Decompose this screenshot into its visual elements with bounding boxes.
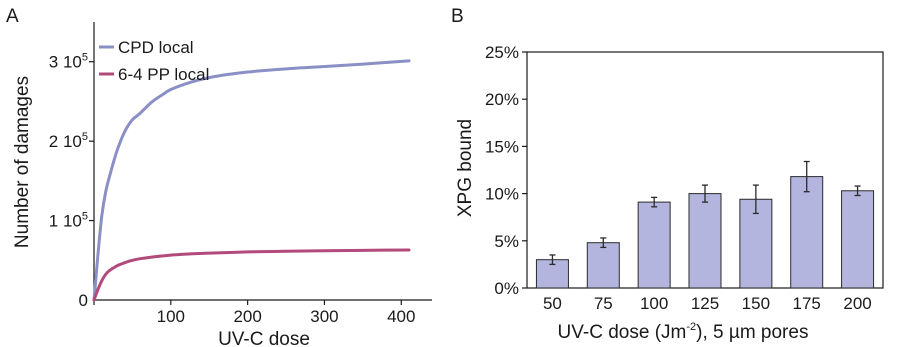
panel-a-series <box>92 59 411 302</box>
panel-b-bar <box>637 201 671 289</box>
panel-a-y-tick-label: 2 105 <box>49 131 88 151</box>
panel-b-bar <box>790 176 824 289</box>
panel-b-x-tick-label: 150 <box>742 294 770 313</box>
panel-a-y-tick-label: 1 105 <box>49 211 88 231</box>
panel-b-x-tick-label: 75 <box>594 294 613 313</box>
panel-a-y-tick-mantissa: 3 10 <box>49 53 82 72</box>
panel-b-x-tick-label: 200 <box>843 294 871 313</box>
panel-a-y-tick-exponent: 5 <box>82 131 88 143</box>
panel-a-x-tick-label: 100 <box>157 307 185 326</box>
panel-b-x-tick-label: 125 <box>691 294 719 313</box>
panel-b-bar <box>586 242 620 289</box>
panel-b-x-axis-title-sup: -2 <box>686 321 696 333</box>
panel-a-y-tick-exponent: 5 <box>82 211 88 223</box>
panel-a-y-tick-label: 3 105 <box>49 52 88 72</box>
panel-b-bar <box>688 193 722 289</box>
panel-a-series-line <box>92 59 411 302</box>
panel-a-series-line <box>92 248 411 302</box>
panel-b-y-axis-title: XPG bound <box>455 119 476 217</box>
panel-a-y-axis-title: Number of damages <box>12 76 33 248</box>
panel-b-y-tick-label: 10% <box>485 185 519 204</box>
panel-b-y-tick-label: 15% <box>485 137 519 156</box>
panel-a-legend: CPD local 6-4 PP local <box>99 38 209 84</box>
panel-b-x-tick-label: 100 <box>640 294 668 313</box>
panel-b-x-tick-label: 175 <box>793 294 821 313</box>
panel-b-y-tick-label: 20% <box>485 90 519 109</box>
panel-b-bar <box>841 190 875 289</box>
panel-a-x-tick-label: 200 <box>233 307 261 326</box>
panel-a-legend-label: 6-4 PP local <box>118 65 209 84</box>
panel-b-bars: 50 75 100 125 150 175 200 <box>535 160 875 313</box>
panel-a-y-tick-exponent: 5 <box>82 52 88 64</box>
panel-a-y-tick-mantissa: 2 10 <box>49 132 82 151</box>
panel-b-x-axis-title-main: UV-C dose (Jm <box>558 322 687 343</box>
panel-b-letter: B <box>451 6 464 27</box>
panel-a-letter: A <box>6 6 19 27</box>
panel-a-y-tick-mantissa: 1 10 <box>49 212 82 231</box>
panel-b-x-axis-title: UV-C dose (Jm-2), 5 µm pores <box>558 321 809 343</box>
panel-b-y-tick-label: 5% <box>494 232 519 251</box>
panel-b-x-tick-label: 50 <box>543 294 562 313</box>
panel-a-legend-label: CPD local <box>118 38 194 57</box>
panel-a-x-tick-label: 300 <box>310 307 338 326</box>
panel-a-x-axis-title: UV-C dose <box>218 329 310 347</box>
panel-a-y-tick-label: 0 <box>79 291 88 310</box>
panel-b-y-tick-label: 0% <box>494 279 519 298</box>
panel-b-y-tick-label: 25% <box>485 43 519 62</box>
panel-b-bar-chart: B 0% 5% 10% 15% 20% 25% 50 75 100 125 150 175 200 U… <box>451 6 884 343</box>
panel-a-x-tick-label: 400 <box>387 307 415 326</box>
panel-b-x-axis-title-rest: ), 5 µm pores <box>696 322 808 343</box>
